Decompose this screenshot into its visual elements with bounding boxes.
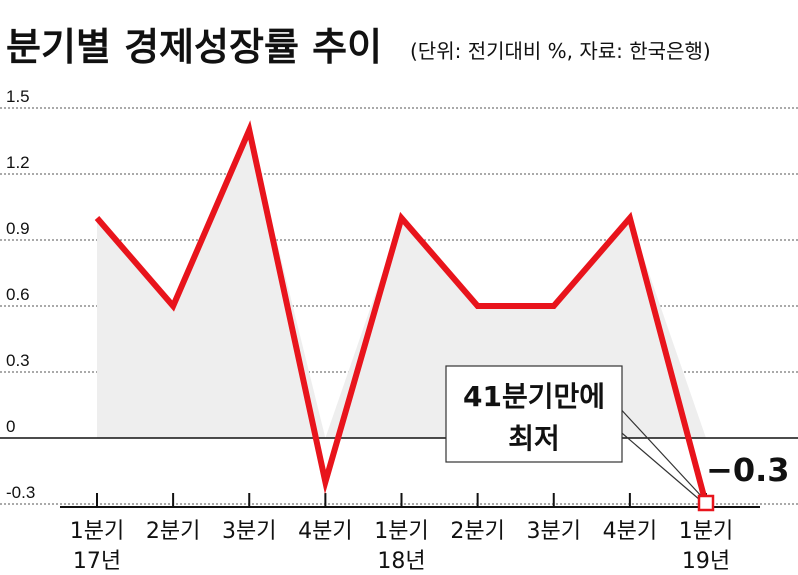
y-tick-label: 1.5 [6,87,30,106]
x-tick-label: 1분기 [70,519,124,544]
y-tick-label: -0.3 [6,483,35,502]
y-tick-labels: 1.5 1.2 0.9 0.6 0.3 0 -0.3 [6,87,35,502]
x-tick-label: 1분기 [679,519,733,544]
y-tick-label: 1.2 [6,153,30,172]
x-tick-label: 3분기 [527,519,581,544]
annotation-callout: 41분기만에 최저 [445,365,704,501]
y-tick-label: 0 [6,417,15,436]
area-fill [97,130,706,438]
x-tick-label: 1분기 [374,519,428,544]
last-value-label: −0.3 [706,451,790,489]
y-tick-label: 0.9 [6,219,30,238]
annotation-box [445,365,623,463]
chart-subtitle: (단위: 전기대비 %, 자료: 한국은행) [410,39,711,63]
x-year-label: 18년 [377,549,425,574]
x-tick-label: 2분기 [450,519,504,544]
y-tick-label: 0.6 [6,285,30,304]
annotation-line-1: 41분기만에 [463,380,605,413]
x-year-label: 19년 [682,549,730,574]
x-tick-label: 4분기 [298,519,352,544]
x-axis: 1분기 17년 2분기 3분기 4분기 1분기 18년 2분기 3분기 4분기 1분기 19년 [70,493,733,574]
x-tick-label: 2분기 [146,519,200,544]
callout-line-upper [615,403,704,499]
y-tick-label: 0.3 [6,351,30,370]
x-tick-label: 3분기 [222,519,276,544]
series-line [94,120,709,505]
x-tick-label: 4분기 [603,519,657,544]
callout-line-lower [615,427,701,501]
chart-title: 분기별 경제성장률 추이 [6,25,382,69]
last-point-marker [697,494,715,512]
x-year-label: 17년 [73,549,121,574]
annotation-line-2: 최저 [508,422,560,455]
